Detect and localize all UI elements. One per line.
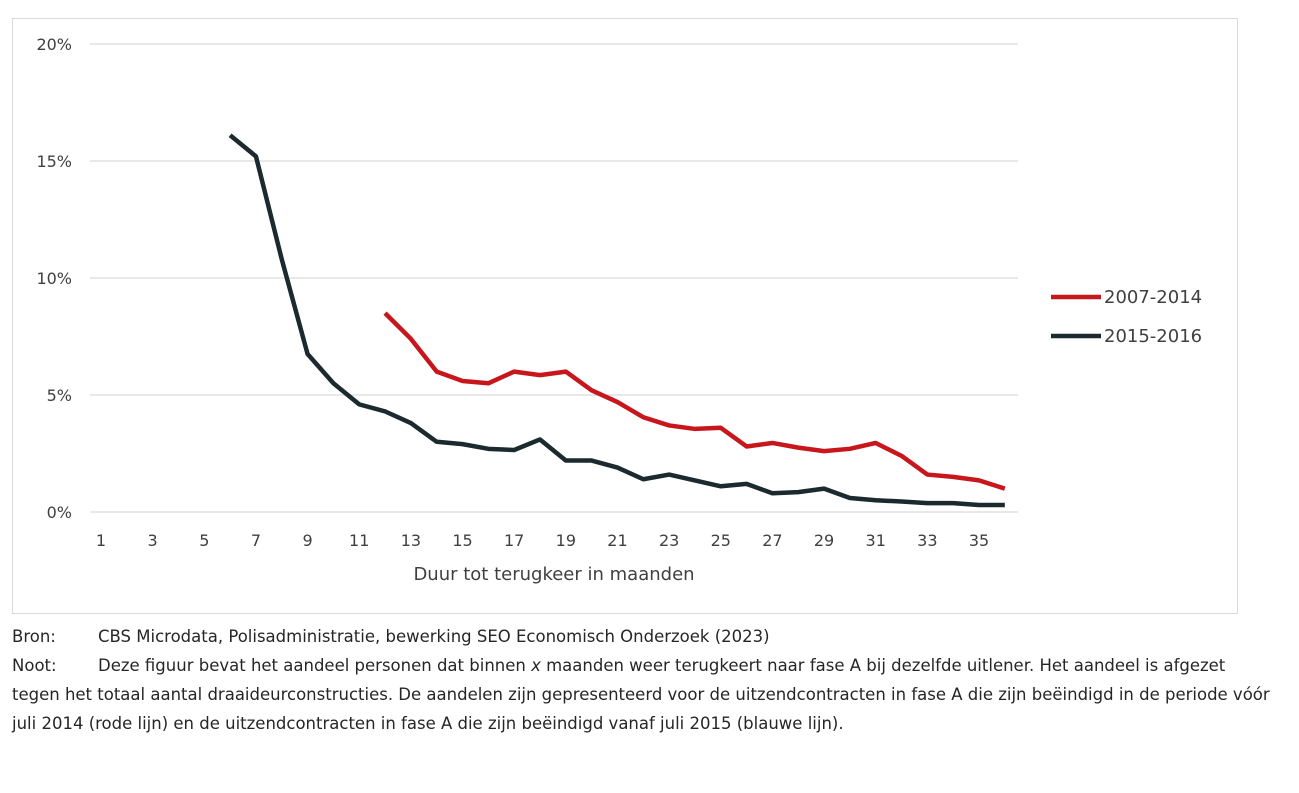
series-line-2015-2016 [228, 133, 1005, 508]
note-text-cont: maanden weer terugkeert naar fase A bij … [12, 656, 1270, 733]
x-tick-label: 29 [814, 531, 834, 550]
x-tick-label: 33 [917, 531, 937, 550]
legend-label: 2007-2014 [1104, 287, 1202, 308]
x-axis-label: Duur tot terugkeer in maanden [413, 564, 694, 585]
y-tick-label: 5% [47, 386, 72, 405]
source-text: CBS Microdata, Polisadministratie, bewer… [98, 627, 770, 646]
y-tick-label: 20% [36, 35, 72, 54]
note-label: Noot: [12, 656, 57, 675]
source-line: Bron: CBS Microdata, Polisadministratie, … [12, 622, 1272, 651]
x-tick-label: 31 [866, 531, 886, 550]
x-tick-label: 19 [556, 531, 576, 550]
x-tick-label: 5 [199, 531, 209, 550]
note-text: Deze figuur bevat het aandeel personen d… [98, 656, 532, 675]
legend-label: 2015-2016 [1104, 326, 1202, 347]
x-tick-label: 25 [711, 531, 731, 550]
x-tick-label: 17 [504, 531, 524, 550]
x-tick-label: 1 [96, 531, 106, 550]
x-tick-label: 11 [349, 531, 369, 550]
chart-notes: Bron: CBS Microdata, Polisadministratie, … [12, 622, 1272, 738]
y-tick-label: 15% [36, 152, 72, 171]
y-tick-label: 0% [47, 503, 72, 522]
note-paragraph: Noot: Deze figuur bevat het aandeel perso… [12, 651, 1272, 738]
source-label: Bron: [12, 627, 56, 646]
x-tick-label: 9 [302, 531, 312, 550]
x-tick-label: 13 [401, 531, 421, 550]
x-tick-label: 7 [251, 531, 261, 550]
x-tick-label: 15 [452, 531, 472, 550]
x-tick-label: 35 [969, 531, 989, 550]
note-italic: x [531, 656, 541, 675]
x-tick-label: 23 [659, 531, 679, 550]
chart-frame [12, 18, 1238, 614]
series-line-2007-2014 [383, 311, 1006, 491]
line-chart: 0%5%10%15%20% 1 3 5 7 9 11 13 15 17 19 21 23 25 27 29 3… [36, 35, 1202, 585]
x-tick-label: 27 [762, 531, 782, 550]
y-tick-label: 10% [36, 269, 72, 288]
x-tick-label: 3 [148, 531, 158, 550]
x-tick-label: 21 [607, 531, 627, 550]
